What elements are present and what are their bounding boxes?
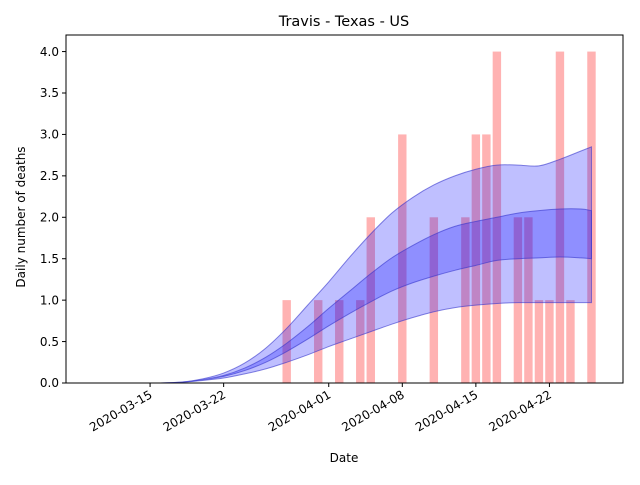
x-tick-label: 2020-03-15: [87, 387, 154, 434]
confidence-band-1: [139, 146, 592, 384]
y-tick-label: 1.5: [40, 252, 59, 266]
bar-2020-04-20: [524, 217, 533, 383]
bar-2020-04-02: [335, 300, 344, 383]
bar-2020-04-24: [566, 300, 575, 383]
y-tick-label: 2.5: [40, 169, 59, 183]
bar-2020-04-15: [471, 134, 481, 383]
y-tick-label: 0.0: [40, 376, 59, 390]
chart-title: Travis - Texas - US: [278, 14, 410, 30]
y-tick-label: 1.0: [40, 293, 59, 307]
y-tick-label: 0.5: [40, 335, 59, 349]
x-tick-label: 2020-03-22: [161, 387, 228, 434]
y-tick-label: 3.0: [40, 128, 59, 142]
y-tick-label: 3.5: [40, 86, 59, 100]
x-tick-label: 2020-04-15: [413, 387, 480, 434]
x-axis-label: Date: [330, 451, 359, 465]
y-axis-label: Daily number of deaths: [14, 146, 28, 287]
confidence-band-2: [139, 208, 592, 384]
bar-2020-04-21: [534, 300, 544, 383]
plot-area: [139, 51, 596, 384]
y-tick-label: 2.0: [40, 210, 59, 224]
bar-2020-04-11: [429, 217, 439, 383]
bar-2020-03-28: [282, 300, 291, 383]
bar-2020-03-31: [314, 300, 323, 383]
x-tick-label: 2020-04-08: [339, 387, 406, 434]
bar-2020-04-22: [545, 300, 554, 383]
bar-2020-04-14: [461, 217, 470, 383]
bar-2020-04-23: [555, 51, 565, 383]
bar-2020-04-08: [398, 134, 407, 383]
bar-2020-04-19: [513, 217, 523, 383]
x-tick-label: 2020-04-22: [487, 387, 554, 434]
bar-2020-04-05: [366, 217, 375, 383]
bar-2020-04-04: [356, 300, 365, 383]
plot-frame: [65, 34, 624, 384]
x-tick-label: 2020-04-01: [266, 387, 333, 434]
y-tick-label: 4.0: [40, 45, 59, 59]
bar-2020-04-16: [482, 134, 491, 383]
